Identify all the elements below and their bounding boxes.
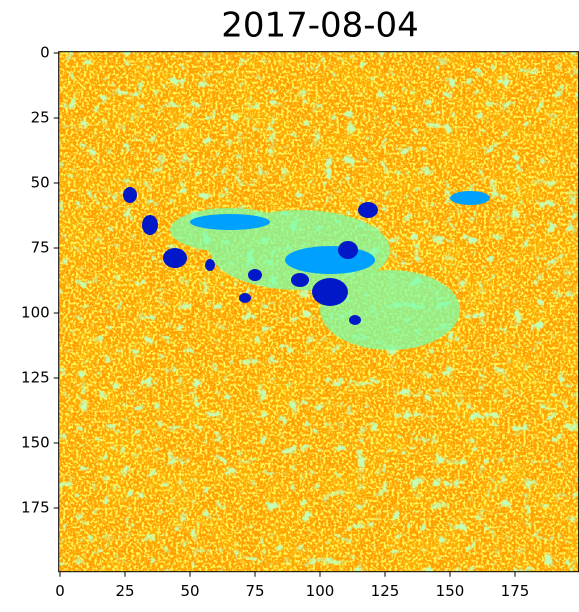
x-tick-label: 100 xyxy=(306,582,335,600)
x-tick-label: 50 xyxy=(180,582,199,600)
y-tick-label: 175 xyxy=(21,499,50,517)
y-tick-label: 150 xyxy=(21,434,50,452)
x-tick-label: 0 xyxy=(55,582,65,600)
x-tick-label: 75 xyxy=(245,582,264,600)
x-tick-label: 25 xyxy=(115,582,134,600)
y-tick-label: 50 xyxy=(31,174,50,192)
y-tick-label: 100 xyxy=(21,304,50,322)
image xyxy=(58,51,579,572)
y-tick-label: 125 xyxy=(21,369,50,387)
x-tick-label: 150 xyxy=(436,582,465,600)
chart-title: 2017-08-04 xyxy=(221,6,419,46)
x-tick-label: 125 xyxy=(371,582,400,600)
y-tick-label: 75 xyxy=(31,239,50,257)
y-tick-label: 25 xyxy=(31,109,50,127)
x-tick-label: 175 xyxy=(501,582,530,600)
y-tick-label: 0 xyxy=(40,44,50,62)
